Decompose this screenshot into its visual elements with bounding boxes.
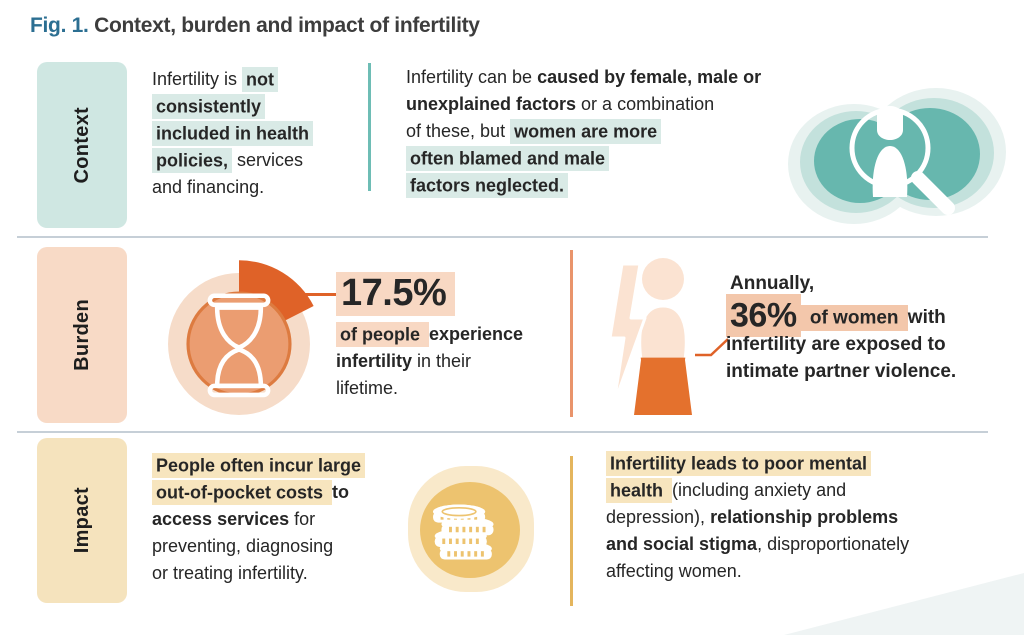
wedge-callout-line xyxy=(303,293,341,296)
hourglass-donut-icon xyxy=(168,260,314,415)
figure-number: Fig. 1. xyxy=(30,14,89,37)
impact-column-divider xyxy=(570,456,573,606)
context-column-divider xyxy=(368,63,371,191)
stat-value-17-5: 17.5% xyxy=(336,272,456,316)
row-label-impact: Impact xyxy=(37,438,127,603)
figure-title-text: Context, burden and impact of infertilit… xyxy=(94,14,480,37)
burden-stat-intro: Annually, xyxy=(730,273,815,294)
row-label-context-text: Context xyxy=(70,106,93,184)
stat-callout-line xyxy=(695,338,729,357)
burden-column-divider xyxy=(570,250,573,417)
row-divider xyxy=(17,236,988,238)
row-label-burden-text: Burden xyxy=(70,299,93,371)
burden-text-right: 36% of women with infertility are exposed… xyxy=(726,293,986,385)
impact-text-left: People often incur large out-of-pocket co… xyxy=(152,452,397,587)
woman-violence-icon xyxy=(608,258,694,417)
context-text-left: Infertility is not consistently included i… xyxy=(152,66,387,201)
row-label-context: Context xyxy=(37,62,127,228)
context-text-right: Infertility can be caused by female, mal… xyxy=(406,64,766,199)
burden-stat-lifetime: 17.5% of people experience infertility in… xyxy=(336,272,523,402)
row-divider xyxy=(17,431,988,433)
coins-icon xyxy=(433,504,494,560)
impact-text-right: Infertility leads to poor mental health (… xyxy=(606,450,1006,585)
figure-title: Fig. 1. Context, burden and impact of in… xyxy=(30,14,480,38)
coin xyxy=(433,504,486,523)
row-label-burden: Burden xyxy=(37,247,127,423)
row-label-impact-text: Impact xyxy=(70,487,93,554)
burden-text-left: of people experience infertility in their… xyxy=(336,321,523,402)
magnifier-woman-icon xyxy=(788,88,1006,224)
